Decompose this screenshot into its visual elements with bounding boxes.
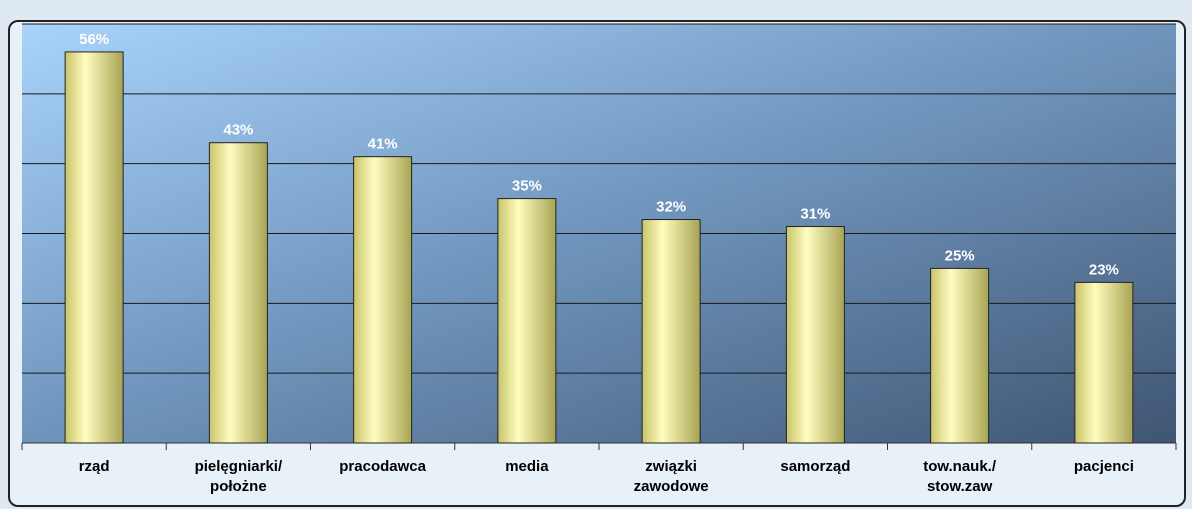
bar	[497, 198, 557, 444]
data-label: 56%	[79, 31, 109, 48]
bar	[641, 219, 701, 444]
x-tick-label: media	[505, 458, 549, 475]
x-tick-label: tow.nauk./ stow.zaw	[923, 458, 997, 495]
data-label: 31%	[800, 206, 830, 223]
x-tick-label: związki zawodowe	[633, 458, 709, 495]
data-label: 35%	[512, 178, 542, 195]
data-label: 23%	[1089, 261, 1119, 278]
x-tick-label: samorząd	[780, 458, 851, 475]
x-tick-label: rząd	[78, 458, 110, 475]
bar	[64, 51, 124, 444]
data-label: 32%	[656, 199, 686, 216]
x-tick-label: pielęgniarki/ położne	[194, 458, 283, 495]
x-tick-label: pracodawca	[339, 458, 426, 475]
data-label: 41%	[368, 136, 398, 153]
chart-frame: 56% 43% 41% 35% 32% 31% 25% 23% rząd pielęgniark…	[8, 20, 1186, 507]
bar	[930, 267, 990, 444]
data-label: 43%	[223, 122, 253, 139]
x-tick-label: pacjenci	[1073, 458, 1134, 475]
chart: 56% 43% 41% 35% 32% 31% 25% 23%	[21, 23, 1177, 450]
bar	[353, 156, 413, 444]
bar	[208, 142, 268, 444]
bar	[1074, 281, 1134, 444]
data-label: 25%	[945, 247, 975, 264]
bar	[785, 226, 845, 444]
